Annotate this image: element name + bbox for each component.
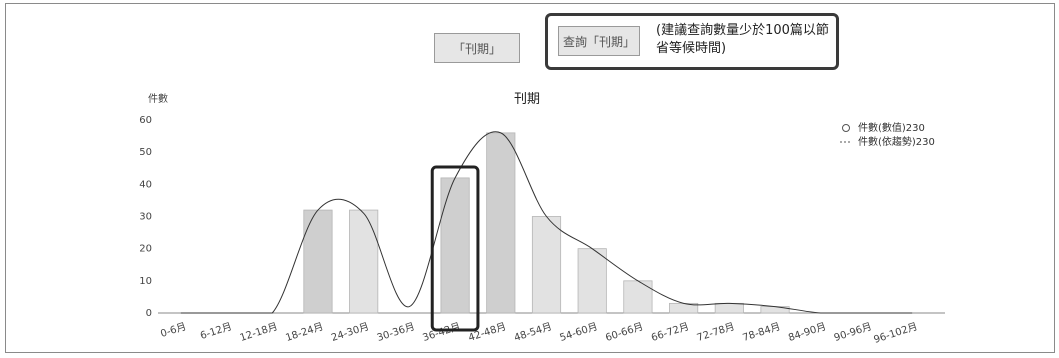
x-tick-label: 48-54月 (513, 320, 554, 343)
chart-frame (5, 3, 1055, 353)
chart-title: 刊期 (514, 92, 540, 107)
x-tick-label: 66-72月 (650, 320, 691, 343)
x-tick-label: 18-24月 (284, 320, 325, 343)
chart-bars (303, 132, 790, 314)
bar (577, 248, 607, 314)
selected-bar-highlight (430, 165, 480, 332)
y-tick-label: 20 (139, 244, 152, 255)
x-tick-label: 24-30月 (330, 320, 371, 343)
y-tick-label: 40 (139, 179, 152, 190)
x-tick-label: 72-78月 (695, 320, 736, 343)
y-tick-label: 50 (139, 147, 152, 158)
bar (623, 280, 653, 314)
x-tick-label: 30-36月 (375, 320, 416, 343)
x-tick-label: 6-12月 (199, 320, 234, 342)
y-tick-label: 0 (146, 308, 152, 319)
y-axis-label: 件數 (148, 92, 168, 105)
bar (349, 209, 379, 314)
y-tick-label: 30 (139, 212, 152, 223)
bar (486, 132, 516, 314)
x-tick-label: 60-66月 (604, 320, 645, 343)
query-period-button[interactable]: 查詢「刊期」 (558, 26, 640, 56)
bar (714, 302, 744, 314)
bar (531, 216, 562, 314)
bar (440, 177, 470, 314)
x-tick-label: 90-96月 (833, 320, 874, 343)
query-note: (建議查詢數量少於100篇以節省等候時間) (656, 23, 829, 56)
chart-x-ticks: 0-6月 6-12月 12-18月 18-24月 24-30月 30-36月 36-42月 4… (159, 320, 919, 345)
y-tick-label: 10 (139, 276, 152, 287)
chart-highlight (430, 165, 480, 332)
x-tick-label: 12-18月 (238, 320, 279, 343)
x-tick-label: 96-102月 (872, 320, 919, 345)
x-tick-label: 36-42月 (421, 320, 462, 343)
x-tick-label: 84-90月 (787, 320, 828, 343)
x-tick-label: 42-48月 (467, 320, 508, 343)
x-tick-label: 54-60月 (558, 320, 599, 343)
lookup-period-button[interactable]: 「刊期」 (434, 33, 520, 63)
legend-entry: 件數(依趨勢)230 (858, 135, 935, 148)
legend-entry: 件數(數值)230 (858, 121, 925, 134)
trend-line (180, 131, 913, 314)
query-highlight-box: 查詢「刊期」 (建議查詢數量少於100篇以節省等候時間) (545, 13, 839, 70)
x-tick-label: 78-84月 (741, 320, 782, 343)
y-tick-label: 60 (139, 115, 152, 126)
chart-trend-curve (180, 131, 913, 314)
legend-marker (842, 124, 850, 132)
bar (303, 209, 333, 314)
x-tick-label: 0-6月 (159, 320, 188, 340)
